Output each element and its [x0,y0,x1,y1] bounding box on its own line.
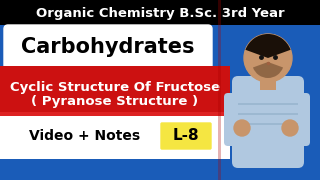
Text: L-8: L-8 [173,129,199,143]
Text: Organic Chemistry B.Sc. 3rd Year: Organic Chemistry B.Sc. 3rd Year [36,6,284,19]
Bar [0,0,320,25]
FancyBboxPatch shape [274,93,310,146]
Bar [260,74,276,90]
Text: Cyclic Structure Of Fructose: Cyclic Structure Of Fructose [10,82,220,94]
Circle shape [234,120,250,136]
Bar [0,112,230,116]
Bar [238,123,298,125]
Bar [0,114,230,160]
Circle shape [244,34,292,82]
Bar [238,113,298,115]
FancyBboxPatch shape [4,25,212,69]
FancyBboxPatch shape [232,76,304,168]
Bar [0,66,230,112]
Bar [218,0,320,180]
Text: Carbohydrates: Carbohydrates [21,37,195,57]
FancyBboxPatch shape [161,123,211,149]
Text: Video + Notes: Video + Notes [29,129,140,143]
Bar [238,103,298,105]
Text: ( Pyranose Structure ): ( Pyranose Structure ) [31,96,199,109]
FancyBboxPatch shape [224,93,260,146]
Bar [218,0,221,180]
Wedge shape [245,34,291,58]
Bar [0,159,230,164]
Circle shape [282,120,298,136]
Wedge shape [253,62,283,78]
